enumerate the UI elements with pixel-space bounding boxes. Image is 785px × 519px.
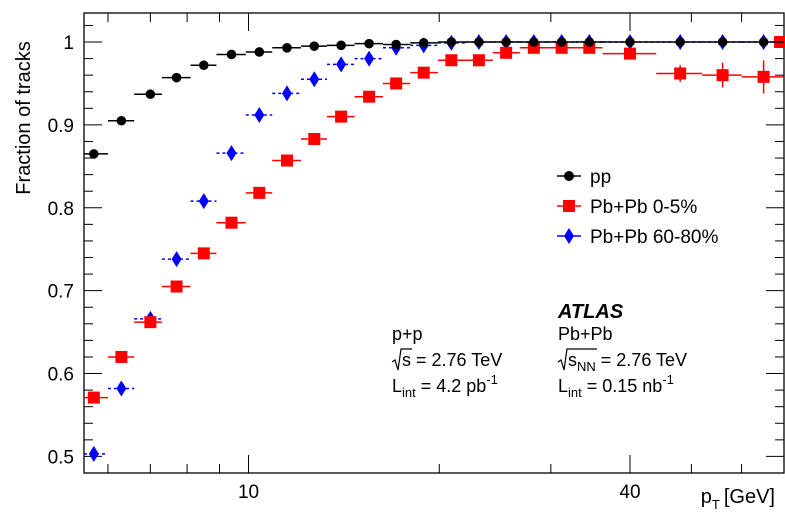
- legend-entry-pbpb-central: Pb+Pb 0-5%: [557, 197, 697, 218]
- legend-marker-pbpb-peripheral: [564, 228, 574, 244]
- data-point: [757, 70, 770, 83]
- data-point: [170, 280, 183, 293]
- data-point: [198, 60, 209, 71]
- data-point: [363, 90, 376, 103]
- data-point: [500, 46, 513, 59]
- data-point: [197, 247, 210, 260]
- data-point: [446, 37, 457, 47]
- data-point: [624, 47, 637, 60]
- data-point: [281, 85, 292, 102]
- data-point: [225, 216, 238, 229]
- data-point: [254, 47, 265, 57]
- legend-entry-pbpb-peripheral: Pb+Pb 60-80%: [557, 227, 718, 248]
- pbpb-luminosity: Lint = 0.15 nb-1: [558, 372, 674, 400]
- data-point: [474, 37, 484, 47]
- pp-energy: s = 2.76 TeV: [402, 350, 502, 370]
- pbpb-sqrt-symbol: [557, 348, 597, 371]
- data-point: [280, 154, 293, 167]
- data-point: [675, 37, 685, 47]
- data-point: [418, 38, 429, 48]
- legend-label-pp: pp: [590, 167, 611, 188]
- data-point: [625, 37, 635, 47]
- data-point: [445, 54, 458, 67]
- series-pp: [84, 37, 784, 159]
- atlas-label: ATLAS: [557, 301, 624, 323]
- data-point: [116, 380, 127, 397]
- x-tick-label: 10: [238, 482, 259, 503]
- data-point: [674, 67, 687, 80]
- data-point: [253, 186, 266, 199]
- data-point: [390, 77, 403, 90]
- pbpb-system: Pb+Pb: [558, 324, 613, 344]
- data-point: [198, 193, 209, 210]
- pbpb-info-block: Pb+Pb sNN = 2.76 TeV Lint = 0.15 nb-1: [557, 324, 687, 400]
- y-axis-ticks: 0.5 0.6 0.7 0.8 0.9 1: [48, 24, 784, 474]
- data-point: [282, 43, 292, 53]
- data-point: [529, 37, 539, 47]
- plot-frame: [83, 12, 785, 474]
- x-axis-label-main: p: [701, 486, 712, 508]
- x-axis-label-sub: T: [712, 497, 720, 512]
- data-point: [584, 37, 595, 47]
- legend-entry-pp: pp: [557, 167, 611, 188]
- data-point: [716, 69, 729, 82]
- data-point: [309, 41, 320, 51]
- legend-label-pbpb-peripheral: Pb+Pb 60-80%: [590, 227, 718, 248]
- data-point: [501, 37, 511, 47]
- data-point: [309, 71, 320, 88]
- pp-sqrt-symbol: [391, 348, 412, 371]
- data-point: [115, 350, 128, 363]
- data-point: [758, 37, 769, 47]
- y-tick-label: 0.7: [48, 282, 74, 303]
- data-point: [717, 37, 728, 47]
- data-point: [336, 40, 346, 51]
- y-tick-label: 0.5: [48, 447, 74, 468]
- data-point: [88, 445, 99, 462]
- legend-label-pbpb-central: Pb+Pb 0-5%: [590, 197, 697, 218]
- data-point: [226, 145, 237, 162]
- data-point: [89, 149, 99, 159]
- data-point: [556, 37, 567, 47]
- legend-marker-pp: [564, 171, 574, 181]
- y-tick-label: 0.6: [48, 365, 74, 386]
- x-axis-ticks: 10 40: [107, 13, 785, 503]
- pbpb-energy: sNN = 2.76 TeV: [568, 350, 687, 374]
- y-tick-label: 0.8: [48, 199, 74, 220]
- series-pbpb-central: [84, 36, 785, 404]
- pp-luminosity: Lint = 4.2 pb-1: [392, 372, 498, 400]
- legend: pp Pb+Pb 0-5% Pb+Pb 60-80%: [557, 167, 718, 248]
- legend-marker-pbpb-central: [563, 200, 575, 212]
- data-point: [472, 54, 485, 67]
- y-tick-label: 1: [63, 33, 74, 54]
- y-axis-label: Fraction of tracks: [13, 41, 35, 194]
- x-axis-label-unit: [GeV]: [724, 486, 775, 508]
- data-point: [417, 66, 430, 79]
- data-point: [144, 316, 157, 329]
- data-point: [171, 72, 182, 83]
- pp-info-block: p+p s = 2.76 TeV Lint = 4.2 pb-1: [391, 324, 502, 400]
- y-tick-label: 0.9: [48, 116, 74, 137]
- x-axis-label: pT [GeV]: [701, 486, 775, 512]
- data-point: [254, 106, 265, 123]
- data-point: [145, 89, 156, 100]
- data-point: [364, 50, 375, 67]
- x-tick-label: 40: [619, 482, 640, 503]
- data-series: [84, 34, 785, 462]
- data-point: [308, 132, 321, 145]
- data-point: [226, 49, 237, 60]
- data-point: [335, 110, 348, 123]
- data-point: [336, 56, 347, 73]
- data-point: [364, 38, 374, 49]
- data-point: [391, 39, 401, 50]
- pp-system: p+p: [392, 324, 423, 344]
- data-point: [87, 391, 100, 404]
- data-point: [116, 115, 127, 126]
- data-point: [171, 251, 182, 268]
